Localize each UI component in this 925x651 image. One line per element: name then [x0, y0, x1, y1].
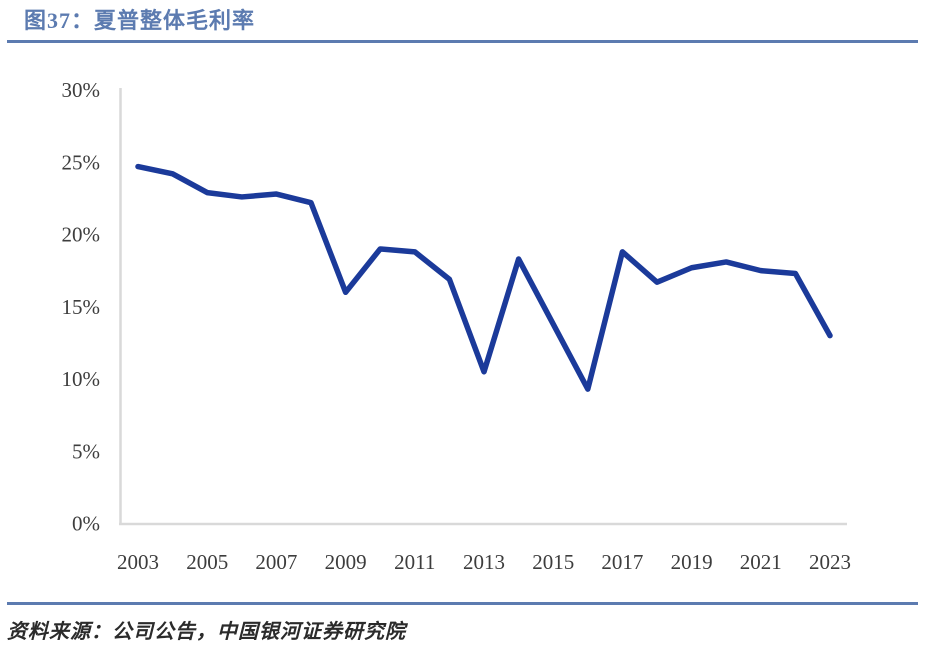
x-tick-label: 2021	[740, 550, 782, 574]
y-tick-label: 10%	[62, 367, 101, 391]
x-tick-label: 2023	[809, 550, 851, 574]
x-tick-label: 2007	[255, 550, 297, 574]
x-tick-label: 2015	[532, 550, 574, 574]
y-tick-label: 25%	[62, 150, 101, 174]
x-tick-label: 2005	[186, 550, 228, 574]
source-note: 资料来源：公司公告，中国银河证券研究院	[7, 621, 406, 643]
title-divider-rule	[7, 40, 918, 43]
y-tick-label: 15%	[62, 295, 101, 319]
x-tick-label: 2003	[117, 550, 159, 574]
footer-divider-rule	[7, 602, 918, 605]
x-tick-label: 2017	[601, 550, 643, 574]
x-tick-label: 2019	[671, 550, 713, 574]
y-tick-label: 5%	[72, 439, 100, 463]
x-tick-label: 2011	[394, 550, 435, 574]
y-tick-label: 20%	[62, 223, 101, 247]
y-tick-label: 0%	[72, 512, 100, 536]
x-tick-label: 2013	[463, 550, 505, 574]
gross-margin-series-line	[135, 163, 833, 392]
x-tick-label: 2009	[325, 550, 367, 574]
y-tick-label: 30%	[62, 78, 101, 102]
figure-title: 图37：夏普整体毛利率	[24, 8, 256, 33]
